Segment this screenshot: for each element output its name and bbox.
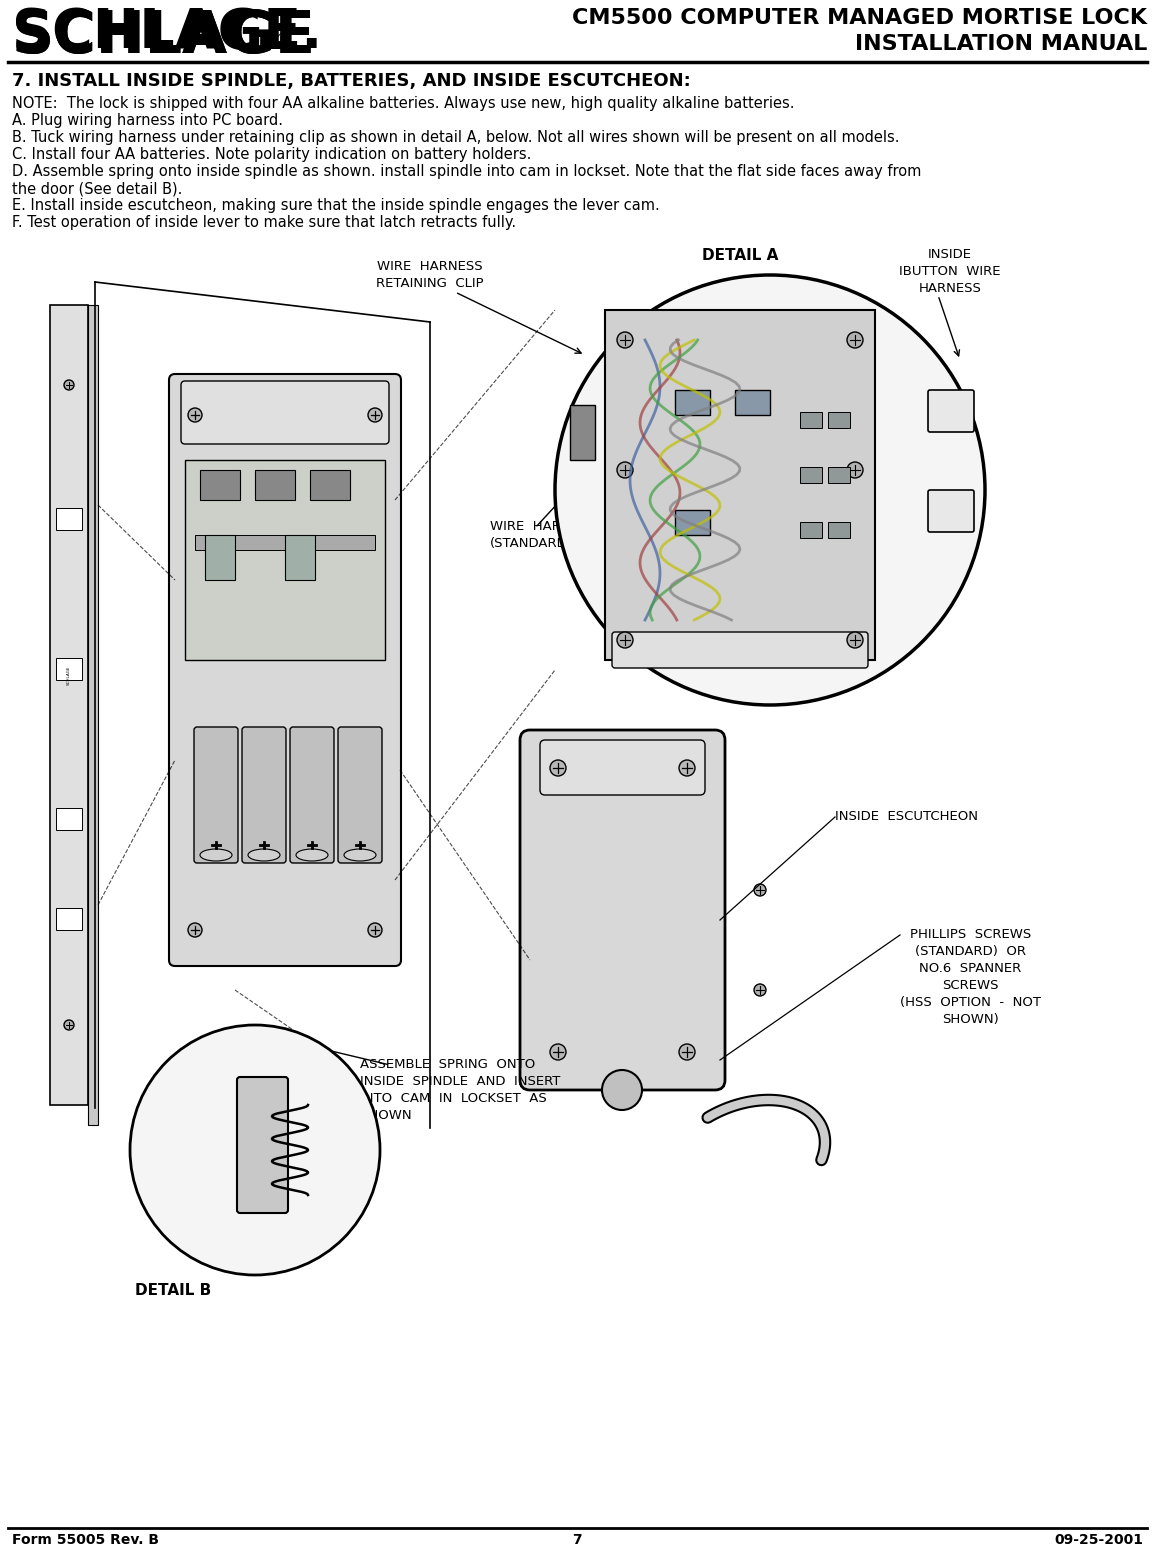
Bar <box>310 471 350 500</box>
Circle shape <box>556 276 985 704</box>
Bar <box>185 460 385 659</box>
FancyBboxPatch shape <box>927 390 974 432</box>
Ellipse shape <box>296 848 328 861</box>
Text: 7: 7 <box>572 1533 582 1546</box>
Circle shape <box>679 760 695 776</box>
FancyBboxPatch shape <box>181 381 389 444</box>
Bar <box>571 406 595 460</box>
Text: ®: ® <box>275 33 290 48</box>
Text: B. Tuck wiring harness under retaining clip as shown in detail A, below. Not all: B. Tuck wiring harness under retaining c… <box>12 130 900 146</box>
Circle shape <box>617 331 633 348</box>
Text: SCHLAGE: SCHLAGE <box>12 8 315 65</box>
Circle shape <box>188 409 202 423</box>
Text: WIRE  HARNESS
RETAINING  CLIP: WIRE HARNESS RETAINING CLIP <box>377 260 484 289</box>
Bar <box>735 390 770 415</box>
Bar <box>55 658 82 680</box>
Text: D. Assemble spring onto inside spindle as shown. install spindle into cam in loc: D. Assemble spring onto inside spindle a… <box>12 164 922 180</box>
Text: A. Plug wiring harness into PC board.: A. Plug wiring harness into PC board. <box>12 113 283 128</box>
Text: SCHLAGE: SCHLAGE <box>12 8 315 65</box>
Text: SCHLAGE: SCHLAGE <box>67 666 70 684</box>
Circle shape <box>368 923 382 937</box>
FancyBboxPatch shape <box>927 491 974 533</box>
Text: CM5500 COMPUTER MANAGED MORTISE LOCK: CM5500 COMPUTER MANAGED MORTISE LOCK <box>572 8 1147 28</box>
Bar <box>828 412 850 427</box>
Bar <box>605 310 875 659</box>
Bar <box>50 305 88 1105</box>
FancyBboxPatch shape <box>237 1077 288 1214</box>
Circle shape <box>550 1043 566 1060</box>
Circle shape <box>64 1020 74 1029</box>
Text: PHILLIPS  SCREWS
(STANDARD)  OR
NO.6  SPANNER
SCREWS
(HSS  OPTION  -  NOT
SHOWN): PHILLIPS SCREWS (STANDARD) OR NO.6 SPANN… <box>900 927 1041 1026</box>
Text: F. Test operation of inside lever to make sure that latch retracts fully.: F. Test operation of inside lever to mak… <box>12 215 516 231</box>
Text: INSIDE
IBUTTON  WIRE
HARNESS: INSIDE IBUTTON WIRE HARNESS <box>900 248 1000 296</box>
Bar <box>828 467 850 483</box>
Ellipse shape <box>200 848 232 861</box>
Bar <box>800 412 822 427</box>
Bar <box>55 808 82 830</box>
Text: 09-25-2001: 09-25-2001 <box>1055 1533 1143 1546</box>
Bar <box>255 471 295 500</box>
Text: DETAIL B: DETAIL B <box>135 1283 211 1299</box>
Circle shape <box>617 461 633 478</box>
Bar <box>200 471 240 500</box>
Circle shape <box>847 331 863 348</box>
FancyBboxPatch shape <box>541 740 705 796</box>
FancyBboxPatch shape <box>290 728 334 862</box>
Bar <box>285 536 315 580</box>
Circle shape <box>550 760 566 776</box>
Text: C. Install four AA batteries. Note polarity indication on battery holders.: C. Install four AA batteries. Note polar… <box>12 147 531 163</box>
Text: the door (See detail B).: the door (See detail B). <box>12 181 182 197</box>
Circle shape <box>617 632 633 649</box>
Bar <box>800 467 822 483</box>
Circle shape <box>847 632 863 649</box>
Bar <box>675 390 710 415</box>
Text: INSTALLATION MANUAL: INSTALLATION MANUAL <box>855 34 1147 54</box>
Text: Form 55005 Rev. B: Form 55005 Rev. B <box>12 1533 159 1546</box>
Circle shape <box>188 923 202 937</box>
Text: WIRE  HARNESS
(PRIVACY ONLY): WIRE HARNESS (PRIVACY ONLY) <box>620 639 725 670</box>
FancyBboxPatch shape <box>169 375 401 966</box>
Ellipse shape <box>344 848 377 861</box>
Text: E. Install inside escutcheon, making sure that the inside spindle engages the le: E. Install inside escutcheon, making sur… <box>12 198 660 214</box>
Circle shape <box>679 1043 695 1060</box>
Text: SCHLAGE.: SCHLAGE. <box>12 6 322 60</box>
Text: INSIDE  ESCUTCHEON: INSIDE ESCUTCHEON <box>835 810 978 824</box>
Circle shape <box>847 461 863 478</box>
Circle shape <box>602 1070 642 1110</box>
Circle shape <box>754 985 766 995</box>
Text: ASSEMBLE  SPRING  ONTO
INSIDE  SPINDLE  AND  INSERT
INTO  CAM  IN  LOCKSET  AS
S: ASSEMBLE SPRING ONTO INSIDE SPINDLE AND … <box>360 1057 560 1122</box>
Circle shape <box>64 379 74 390</box>
Circle shape <box>368 409 382 423</box>
Bar <box>204 536 234 580</box>
Bar <box>675 509 710 536</box>
FancyBboxPatch shape <box>338 728 382 862</box>
Bar <box>800 522 822 539</box>
FancyBboxPatch shape <box>194 728 238 862</box>
Text: DETAIL A: DETAIL A <box>702 248 778 263</box>
Circle shape <box>754 884 766 896</box>
Bar <box>55 508 82 529</box>
Circle shape <box>131 1025 380 1276</box>
Text: 7. INSTALL INSIDE SPINDLE, BATTERIES, AND INSIDE ESCUTCHEON:: 7. INSTALL INSIDE SPINDLE, BATTERIES, AN… <box>12 73 691 90</box>
Bar <box>195 536 375 550</box>
Bar <box>828 522 850 539</box>
Ellipse shape <box>248 848 280 861</box>
Text: WIRE  HARNESS
(STANDARD): WIRE HARNESS (STANDARD) <box>490 520 596 550</box>
FancyBboxPatch shape <box>520 731 725 1090</box>
Bar <box>55 909 82 930</box>
Bar <box>88 305 98 1125</box>
FancyBboxPatch shape <box>612 632 869 669</box>
FancyBboxPatch shape <box>243 728 286 862</box>
Text: NOTE:  The lock is shipped with four AA alkaline batteries. Always use new, high: NOTE: The lock is shipped with four AA a… <box>12 96 795 111</box>
